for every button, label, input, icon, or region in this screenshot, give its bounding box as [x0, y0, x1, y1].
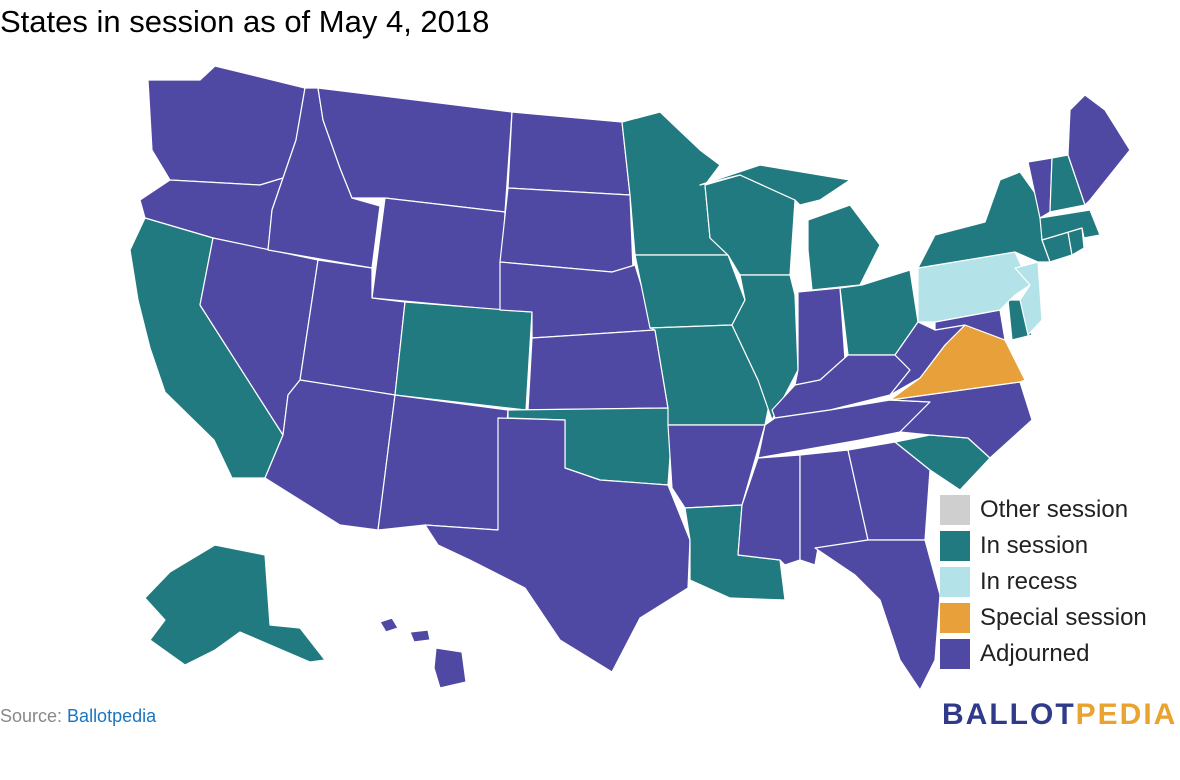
legend-item: In session [940, 528, 1147, 564]
state-TX [424, 417, 691, 673]
legend: Other session In session In recess Speci… [940, 492, 1147, 672]
state-NC [889, 381, 1033, 459]
state-DE [1007, 299, 1033, 341]
source-link[interactable]: Ballotpedia [67, 706, 157, 726]
legend-label: In session [980, 532, 1089, 559]
logo-part-1: BALLOT [942, 698, 1076, 731]
source-line: Source: Ballotpedia [0, 706, 156, 727]
source-prefix: Source: [0, 706, 68, 726]
ballotpedia-logo: BALLOTPEDIA [942, 698, 1177, 732]
legend-item: Special session [940, 600, 1147, 636]
state-AK [144, 544, 326, 666]
state-IA [634, 254, 746, 329]
state-NY [917, 171, 1051, 269]
logo-part-2: PEDIA [1075, 698, 1178, 731]
legend-swatch-special [940, 603, 970, 633]
legend-item: In recess [940, 564, 1147, 600]
state-WY [371, 197, 506, 311]
state-NM [377, 394, 509, 531]
state-GA [847, 441, 931, 541]
legend-swatch-recess [940, 567, 970, 597]
legend-label: Adjourned [980, 640, 1090, 667]
state-SD [499, 187, 634, 273]
state-PA [917, 251, 1031, 323]
legend-swatch-adjourned [940, 639, 970, 669]
state-CO [394, 301, 533, 411]
map-title: States in session as of May 4, 2018 [0, 4, 490, 39]
state-WV [889, 321, 966, 396]
state-ME [1067, 94, 1131, 206]
legend-item: Other session [940, 492, 1147, 528]
state-MA [1039, 209, 1101, 241]
state-ND [507, 111, 631, 196]
legend-label: In recess [980, 568, 1078, 595]
legend-swatch-in-session [940, 531, 970, 561]
state-HI [379, 617, 467, 689]
legend-swatch-other [940, 495, 970, 525]
legend-label: Special session [980, 604, 1147, 631]
legend-item: Adjourned [940, 636, 1147, 672]
state-FL [814, 539, 941, 691]
state-KS [527, 329, 669, 411]
state-WA [147, 65, 306, 186]
legend-label: Other session [980, 496, 1129, 523]
